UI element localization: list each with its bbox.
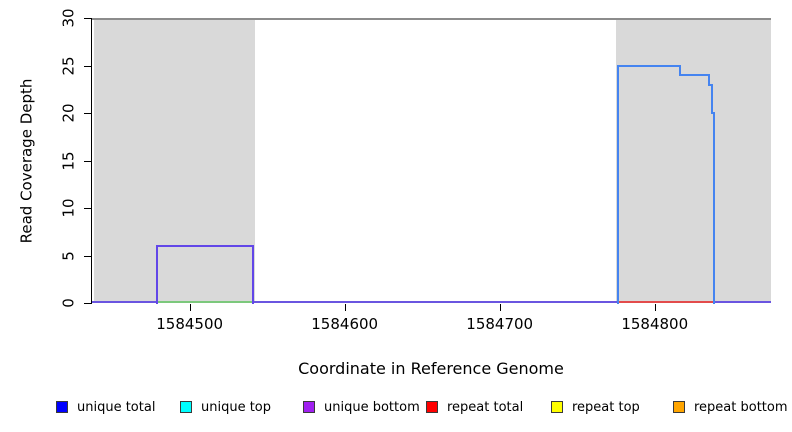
legend-label: unique total <box>77 399 156 415</box>
legend-label: repeat top <box>572 399 640 415</box>
legend-item: repeat top <box>551 400 640 414</box>
coverage-line-segment <box>156 245 255 247</box>
y-axis-tick <box>84 160 91 162</box>
coverage-line-segment <box>678 64 681 76</box>
y-axis-title: Read Coverage Depth <box>17 78 36 244</box>
y-axis-tick <box>84 208 91 209</box>
baseline-segment <box>253 301 618 303</box>
y-tick-label: 30 <box>59 8 78 28</box>
legend-label: unique bottom <box>324 399 420 415</box>
baseline-segment <box>617 301 714 303</box>
coverage-line-segment <box>616 64 681 67</box>
y-tick-label: 15 <box>59 150 78 171</box>
y-axis-tick <box>84 18 91 19</box>
y-tick-label: 0 <box>59 298 78 308</box>
max-depth-rule <box>92 18 771 20</box>
baseline-segment <box>713 301 771 303</box>
legend-swatch-icon <box>180 401 192 413</box>
shaded-region <box>615 18 771 303</box>
y-axis-tick <box>84 65 91 67</box>
baseline-segment <box>157 301 254 303</box>
x-tick-label: 1584500 <box>156 315 224 333</box>
x-axis-tick <box>654 304 656 311</box>
legend-item: unique bottom <box>303 400 420 414</box>
x-axis-tick <box>344 304 346 311</box>
legend-item: repeat bottom <box>673 400 788 414</box>
legend-item: unique total <box>56 400 155 414</box>
legend-label: unique top <box>201 399 272 415</box>
baseline-segment <box>92 301 158 303</box>
coverage-line-segment <box>711 83 714 114</box>
legend-swatch-icon <box>426 401 438 413</box>
coverage-line-segment <box>678 74 710 76</box>
coverage-line-segment <box>707 74 710 86</box>
y-axis-line <box>91 18 92 304</box>
x-tick-label: 1584600 <box>311 315 379 333</box>
legend-swatch-icon <box>303 401 315 413</box>
y-axis-tick <box>84 303 91 304</box>
coverage-line-segment <box>252 245 255 304</box>
x-axis-title: Coordinate in Reference Genome <box>298 359 564 378</box>
legend-item: repeat total <box>426 400 523 414</box>
legend-swatch-icon <box>56 401 68 413</box>
coverage-line-segment <box>156 245 159 304</box>
legend-label: repeat bottom <box>694 399 788 415</box>
legend-swatch-icon <box>551 401 563 413</box>
legend-swatch-icon <box>673 401 685 413</box>
y-tick-label: 10 <box>59 198 78 218</box>
coverage-line-segment <box>712 112 715 304</box>
x-axis-tick <box>189 304 191 311</box>
y-tick-label: 25 <box>59 55 78 76</box>
x-axis-tick <box>499 304 501 311</box>
shaded-region <box>93 18 255 303</box>
legend-item: unique top <box>180 400 271 414</box>
x-tick-label: 1584800 <box>621 315 689 333</box>
y-tick-label: 20 <box>59 103 78 123</box>
y-axis-tick <box>84 113 91 114</box>
y-axis-tick <box>84 255 91 257</box>
x-tick-label: 1584700 <box>466 315 534 333</box>
coverage-line-segment <box>616 64 619 304</box>
legend-label: repeat total <box>447 399 524 415</box>
y-tick-label: 5 <box>59 250 78 261</box>
legend: unique total unique top unique bottom repea… <box>0 400 792 416</box>
coverage-line-segment <box>707 83 714 86</box>
